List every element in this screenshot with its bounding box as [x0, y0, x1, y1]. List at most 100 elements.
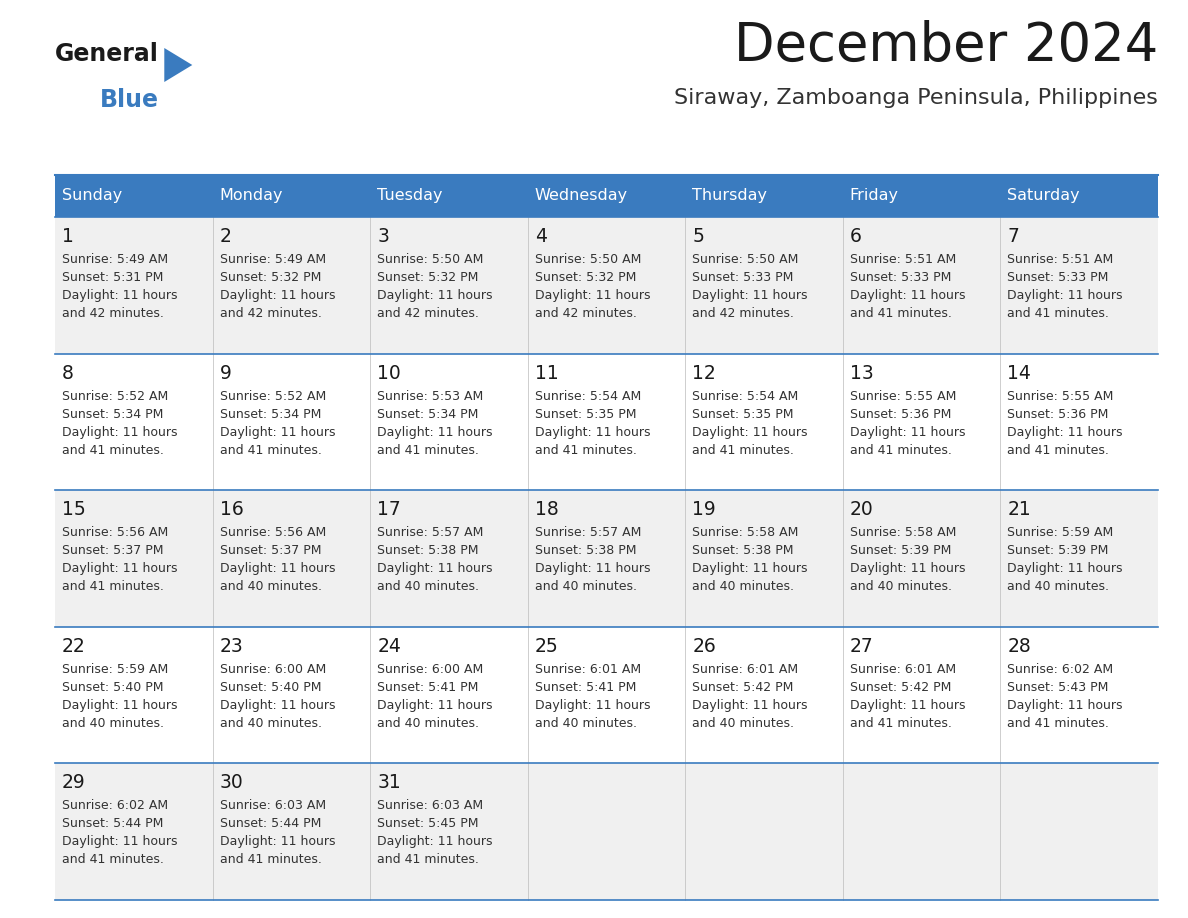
- Bar: [55, 353, 1158, 490]
- Text: Daylight: 11 hours: Daylight: 11 hours: [849, 289, 966, 302]
- Text: 24: 24: [377, 637, 402, 655]
- Text: Sunrise: 5:53 AM: Sunrise: 5:53 AM: [377, 389, 484, 403]
- Text: and 40 minutes.: and 40 minutes.: [377, 580, 479, 593]
- Text: Daylight: 11 hours: Daylight: 11 hours: [220, 426, 335, 439]
- Text: Sunset: 5:40 PM: Sunset: 5:40 PM: [220, 681, 321, 694]
- Text: Sunrise: 5:50 AM: Sunrise: 5:50 AM: [377, 253, 484, 266]
- Text: Daylight: 11 hours: Daylight: 11 hours: [377, 699, 493, 711]
- Text: Daylight: 11 hours: Daylight: 11 hours: [377, 426, 493, 439]
- Text: Sunset: 5:36 PM: Sunset: 5:36 PM: [1007, 408, 1108, 420]
- Text: Sunset: 5:35 PM: Sunset: 5:35 PM: [693, 408, 794, 420]
- Text: General: General: [55, 42, 159, 66]
- Text: and 40 minutes.: and 40 minutes.: [1007, 580, 1110, 593]
- Text: Daylight: 11 hours: Daylight: 11 hours: [849, 562, 966, 576]
- Bar: [527, 175, 685, 217]
- Text: Daylight: 11 hours: Daylight: 11 hours: [535, 289, 650, 302]
- Text: Sunset: 5:34 PM: Sunset: 5:34 PM: [377, 408, 479, 420]
- Text: Thursday: Thursday: [693, 188, 767, 204]
- Text: 12: 12: [693, 364, 716, 383]
- Text: 11: 11: [535, 364, 558, 383]
- Text: Sunset: 5:39 PM: Sunset: 5:39 PM: [849, 544, 952, 557]
- Text: Daylight: 11 hours: Daylight: 11 hours: [377, 289, 493, 302]
- Text: Sunset: 5:34 PM: Sunset: 5:34 PM: [62, 408, 164, 420]
- Text: Sunset: 5:35 PM: Sunset: 5:35 PM: [535, 408, 637, 420]
- Text: Sunset: 5:32 PM: Sunset: 5:32 PM: [220, 271, 321, 284]
- Text: Sunrise: 5:56 AM: Sunrise: 5:56 AM: [62, 526, 169, 539]
- Text: Wednesday: Wednesday: [535, 188, 627, 204]
- Text: and 42 minutes.: and 42 minutes.: [62, 307, 164, 320]
- Text: Daylight: 11 hours: Daylight: 11 hours: [1007, 562, 1123, 576]
- Text: Sunrise: 6:01 AM: Sunrise: 6:01 AM: [693, 663, 798, 676]
- Text: Sunset: 5:37 PM: Sunset: 5:37 PM: [62, 544, 164, 557]
- Text: Sunrise: 5:50 AM: Sunrise: 5:50 AM: [535, 253, 642, 266]
- Text: Daylight: 11 hours: Daylight: 11 hours: [693, 699, 808, 711]
- Text: 10: 10: [377, 364, 400, 383]
- Text: and 40 minutes.: and 40 minutes.: [849, 580, 952, 593]
- Text: Sunset: 5:38 PM: Sunset: 5:38 PM: [693, 544, 794, 557]
- Text: 23: 23: [220, 637, 244, 655]
- Text: Sunset: 5:38 PM: Sunset: 5:38 PM: [535, 544, 637, 557]
- Text: 27: 27: [849, 637, 873, 655]
- Text: Daylight: 11 hours: Daylight: 11 hours: [62, 835, 177, 848]
- Text: 31: 31: [377, 773, 400, 792]
- Text: and 41 minutes.: and 41 minutes.: [1007, 443, 1110, 456]
- Text: Daylight: 11 hours: Daylight: 11 hours: [693, 289, 808, 302]
- Text: Daylight: 11 hours: Daylight: 11 hours: [1007, 289, 1123, 302]
- Text: Daylight: 11 hours: Daylight: 11 hours: [849, 426, 966, 439]
- Text: and 41 minutes.: and 41 minutes.: [377, 854, 479, 867]
- Bar: [213, 175, 371, 217]
- Text: Daylight: 11 hours: Daylight: 11 hours: [377, 835, 493, 848]
- Text: Sunset: 5:41 PM: Sunset: 5:41 PM: [377, 681, 479, 694]
- Text: and 40 minutes.: and 40 minutes.: [220, 717, 322, 730]
- Text: Daylight: 11 hours: Daylight: 11 hours: [62, 562, 177, 576]
- Text: Sunrise: 5:58 AM: Sunrise: 5:58 AM: [693, 526, 798, 539]
- Text: Sunset: 5:32 PM: Sunset: 5:32 PM: [535, 271, 636, 284]
- Bar: [55, 175, 213, 217]
- Text: Daylight: 11 hours: Daylight: 11 hours: [535, 426, 650, 439]
- Text: Sunrise: 6:01 AM: Sunrise: 6:01 AM: [535, 663, 640, 676]
- Text: 3: 3: [377, 227, 388, 246]
- Bar: [371, 175, 527, 217]
- Text: Daylight: 11 hours: Daylight: 11 hours: [535, 562, 650, 576]
- Text: Daylight: 11 hours: Daylight: 11 hours: [1007, 699, 1123, 711]
- Text: Sunrise: 5:54 AM: Sunrise: 5:54 AM: [535, 389, 642, 403]
- Text: Sunset: 5:41 PM: Sunset: 5:41 PM: [535, 681, 636, 694]
- Text: Daylight: 11 hours: Daylight: 11 hours: [62, 699, 177, 711]
- Text: December 2024: December 2024: [734, 20, 1158, 72]
- Text: Sunset: 5:38 PM: Sunset: 5:38 PM: [377, 544, 479, 557]
- Text: Sunset: 5:45 PM: Sunset: 5:45 PM: [377, 817, 479, 831]
- Text: 17: 17: [377, 500, 400, 520]
- Text: 9: 9: [220, 364, 232, 383]
- Text: Sunset: 5:39 PM: Sunset: 5:39 PM: [1007, 544, 1108, 557]
- Text: 4: 4: [535, 227, 546, 246]
- Text: and 41 minutes.: and 41 minutes.: [220, 854, 322, 867]
- Text: 15: 15: [62, 500, 86, 520]
- Text: 14: 14: [1007, 364, 1031, 383]
- Text: and 42 minutes.: and 42 minutes.: [693, 307, 794, 320]
- Text: and 40 minutes.: and 40 minutes.: [693, 717, 795, 730]
- Text: Sunrise: 5:57 AM: Sunrise: 5:57 AM: [535, 526, 642, 539]
- Text: and 40 minutes.: and 40 minutes.: [220, 580, 322, 593]
- Text: and 42 minutes.: and 42 minutes.: [535, 307, 637, 320]
- Text: and 42 minutes.: and 42 minutes.: [377, 307, 479, 320]
- Text: Monday: Monday: [220, 188, 283, 204]
- Text: and 40 minutes.: and 40 minutes.: [535, 717, 637, 730]
- Text: Daylight: 11 hours: Daylight: 11 hours: [849, 699, 966, 711]
- Text: Sunset: 5:32 PM: Sunset: 5:32 PM: [377, 271, 479, 284]
- Text: Sunrise: 5:51 AM: Sunrise: 5:51 AM: [849, 253, 956, 266]
- Text: Sunset: 5:37 PM: Sunset: 5:37 PM: [220, 544, 321, 557]
- Text: 25: 25: [535, 637, 558, 655]
- Text: 16: 16: [220, 500, 244, 520]
- Bar: [55, 764, 1158, 900]
- Text: 20: 20: [849, 500, 873, 520]
- Text: 8: 8: [62, 364, 74, 383]
- Text: 19: 19: [693, 500, 716, 520]
- Text: and 41 minutes.: and 41 minutes.: [377, 443, 479, 456]
- Text: Sunset: 5:42 PM: Sunset: 5:42 PM: [693, 681, 794, 694]
- Text: Sunrise: 6:01 AM: Sunrise: 6:01 AM: [849, 663, 956, 676]
- Bar: [55, 217, 1158, 353]
- Text: 13: 13: [849, 364, 873, 383]
- Text: Sunrise: 5:49 AM: Sunrise: 5:49 AM: [62, 253, 169, 266]
- Text: and 41 minutes.: and 41 minutes.: [62, 580, 164, 593]
- Text: Sunrise: 6:00 AM: Sunrise: 6:00 AM: [377, 663, 484, 676]
